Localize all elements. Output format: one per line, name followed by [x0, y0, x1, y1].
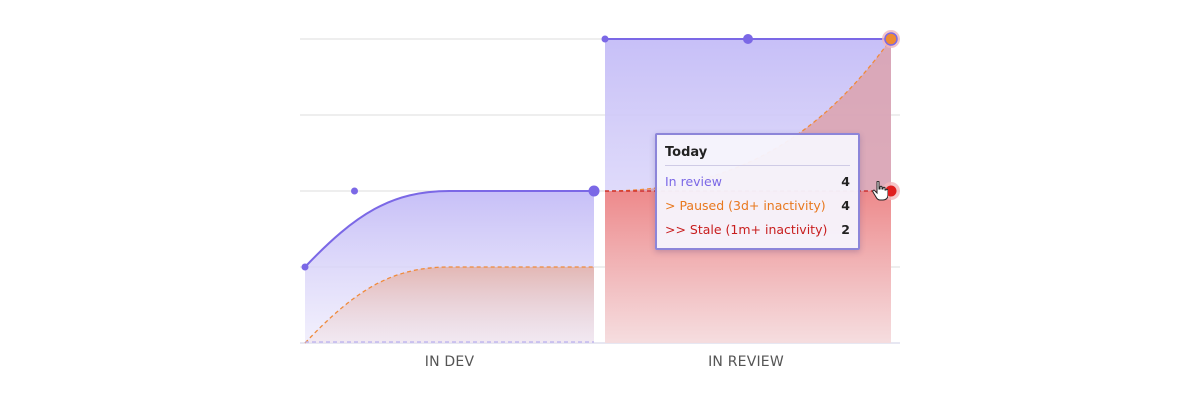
tooltip-row-stale: >> Stale (1m+ inactivity) 2	[665, 218, 850, 242]
tooltip-title: Today	[665, 143, 850, 166]
tooltip-value: 4	[841, 174, 850, 189]
data-point[interactable]	[351, 187, 358, 195]
tooltip-label: >> Stale (1m+ inactivity)	[665, 222, 828, 237]
x-axis-labels: IN DEV IN REVIEW	[425, 354, 784, 370]
x-tick-label: IN REVIEW	[708, 354, 784, 370]
paused-area	[305, 267, 594, 343]
tooltip-label: > Paused (3d+ inactivity)	[665, 198, 826, 213]
in-review-line	[304, 190, 594, 268]
tooltip-value: 2	[841, 222, 850, 237]
data-point[interactable]	[743, 34, 753, 44]
x-tick-label: IN DEV	[425, 354, 475, 370]
tooltip-label: In review	[665, 174, 722, 189]
tooltip-row-in-review: In review 4	[665, 170, 850, 194]
data-point-paused[interactable]	[884, 32, 898, 46]
data-point[interactable]	[588, 185, 600, 197]
data-point[interactable]	[301, 263, 309, 271]
tooltip-value: 4	[841, 198, 850, 213]
data-point-stale[interactable]	[885, 185, 897, 197]
data-point[interactable]	[601, 35, 609, 43]
tooltip: Today In review 4 > Paused (3d+ inactivi…	[655, 133, 860, 250]
hand-cursor-icon	[872, 181, 888, 201]
tooltip-row-paused: > Paused (3d+ inactivity) 4	[665, 194, 850, 218]
